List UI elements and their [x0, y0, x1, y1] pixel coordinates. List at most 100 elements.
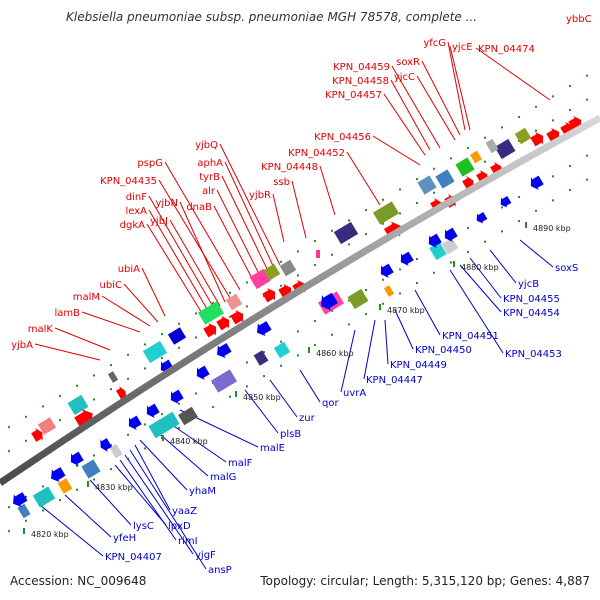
gene-label-yfeH[interactable]: yfeH [113, 533, 136, 544]
gene-label-yjcC[interactable]: yjcC [394, 72, 415, 83]
reverse-gene-arrow[interactable] [377, 261, 395, 280]
reverse-gene-arrow[interactable] [167, 387, 185, 406]
gene-label-KPN_04448[interactable]: KPN_04448 [261, 162, 318, 173]
gene-feature-block[interactable] [514, 127, 532, 145]
gene-label-soxR[interactable]: soxR [396, 57, 420, 68]
forward-gene-arrow[interactable] [30, 426, 46, 444]
gene-label-dnaB[interactable]: dnaB [186, 202, 212, 213]
reverse-gene-arrow[interactable] [317, 290, 340, 314]
gene-label-pspG[interactable]: pspG [137, 158, 163, 169]
gene-feature-block[interactable] [225, 293, 243, 311]
gene-feature-block[interactable] [81, 459, 101, 479]
gene-feature-block[interactable] [210, 369, 238, 393]
reverse-gene-arrow[interactable] [97, 436, 113, 454]
gene-label-KPN_04435[interactable]: KPN_04435 [100, 176, 157, 187]
gene-feature-block[interactable] [372, 201, 400, 225]
gene-label-malE[interactable]: malE [260, 443, 285, 454]
gene-feature-block[interactable] [107, 371, 119, 383]
gene-feature-block[interactable] [37, 417, 57, 435]
gene-label-KPN_04454[interactable]: KPN_04454 [503, 308, 560, 319]
gene-feature-block[interactable] [57, 478, 73, 494]
gene-label-KPN_04474[interactable]: KPN_04474 [478, 44, 535, 55]
gene-label-KPN_04459[interactable]: KPN_04459 [333, 62, 390, 73]
gene-feature-block[interactable] [316, 250, 320, 258]
gene-feature-block[interactable] [167, 327, 187, 345]
reverse-gene-arrow[interactable] [474, 210, 489, 225]
reverse-gene-arrow[interactable] [527, 173, 545, 192]
gene-feature-block[interactable] [494, 138, 516, 160]
forward-gene-arrow[interactable] [115, 385, 130, 402]
gene-feature-block[interactable] [67, 394, 89, 416]
gene-label-dgkA[interactable]: dgkA [120, 220, 145, 231]
gene-label-malF[interactable]: malF [228, 458, 253, 469]
forward-gene-arrow[interactable] [229, 307, 247, 326]
gene-label-yjcB[interactable]: yjcB [518, 279, 539, 290]
gene-feature-block[interactable] [435, 169, 455, 189]
gene-label-qor[interactable]: qor [322, 398, 339, 409]
gene-label-lamB[interactable]: lamB [54, 308, 80, 319]
gene-feature-block[interactable] [485, 138, 499, 154]
gene-feature-block[interactable] [197, 301, 225, 325]
gene-feature-block[interactable] [279, 259, 297, 277]
gene-label-alr[interactable]: alr [202, 186, 216, 197]
reverse-gene-arrow[interactable] [498, 194, 513, 209]
gene-label-KPN_04455[interactable]: KPN_04455 [503, 294, 560, 305]
gene-feature-block[interactable] [263, 263, 281, 281]
gene-label-yfcG[interactable]: yfcG [423, 38, 446, 49]
reverse-gene-arrow[interactable] [47, 465, 67, 485]
gene-label-KPN_04451[interactable]: KPN_04451 [442, 331, 499, 342]
gene-feature-block[interactable] [441, 237, 459, 255]
gene-label-yjbJ[interactable]: yjbJ [150, 216, 168, 227]
gene-label-rimI[interactable]: rimI [178, 536, 198, 547]
gene-label-KPN_04457[interactable]: KPN_04457 [325, 90, 382, 101]
gene-label-dinF[interactable]: dinF [126, 192, 147, 203]
gene-feature-block[interactable] [32, 486, 56, 508]
gene-feature-block[interactable] [253, 350, 269, 366]
gene-label-KPN_04456[interactable]: KPN_04456 [314, 132, 371, 143]
gene-label-plsB[interactable]: plsB [280, 429, 301, 440]
gene-label-KPN_04452[interactable]: KPN_04452 [288, 148, 345, 159]
gene-label-KPN_04407[interactable]: KPN_04407 [105, 552, 162, 563]
reverse-gene-arrow[interactable] [397, 249, 415, 268]
gene-feature-block[interactable] [178, 406, 198, 426]
gene-label-ybbC[interactable]: ybbC [566, 14, 592, 25]
reverse-gene-arrow[interactable] [9, 490, 29, 510]
gene-feature-block[interactable] [273, 341, 291, 359]
reverse-gene-arrow[interactable] [125, 413, 143, 432]
gene-label-lysC[interactable]: lysC [133, 521, 154, 532]
gene-label-yaaZ[interactable]: yaaZ [172, 506, 197, 517]
gene-label-ubiA[interactable]: ubiA [118, 264, 140, 275]
gene-label-yjbA[interactable]: yjbA [11, 340, 33, 351]
gene-feature-block[interactable] [383, 285, 395, 297]
gene-label-KPN_04458[interactable]: KPN_04458 [332, 76, 389, 87]
gene-label-lpxD[interactable]: lpxD [168, 521, 191, 532]
gene-feature-block[interactable] [347, 288, 369, 310]
gene-feature-block[interactable] [142, 340, 168, 364]
gene-label-KPN_04450[interactable]: KPN_04450 [415, 345, 472, 356]
gene-label-ssb[interactable]: ssb [273, 177, 290, 188]
gene-label-yjbN[interactable]: yjbN [155, 198, 178, 209]
gene-label-malM[interactable]: malM [73, 292, 100, 303]
gene-feature-block[interactable] [455, 157, 475, 177]
gene-feature-block[interactable] [109, 443, 123, 459]
gene-label-soxS[interactable]: soxS [555, 263, 578, 274]
gene-label-yjbR[interactable]: yjbR [249, 190, 271, 201]
gene-label-uvrA[interactable]: uvrA [343, 388, 366, 399]
gene-feature-block[interactable] [417, 175, 437, 195]
reverse-gene-arrow[interactable] [143, 401, 161, 420]
reverse-gene-arrow[interactable] [67, 449, 85, 468]
gene-feature-block[interactable] [148, 411, 180, 439]
gene-label-yjgF[interactable]: yjgF [195, 550, 216, 561]
gene-label-KPN_04449[interactable]: KPN_04449 [390, 360, 447, 371]
gene-label-KPN_04453[interactable]: KPN_04453 [505, 349, 562, 360]
gene-label-malG[interactable]: malG [210, 472, 236, 483]
gene-label-tyrB[interactable]: tyrB [199, 172, 220, 183]
gene-label-ubiC[interactable]: ubiC [100, 280, 122, 291]
gene-feature-block[interactable] [469, 150, 483, 164]
gene-feature-block[interactable] [333, 221, 359, 245]
gene-label-lexA[interactable]: lexA [125, 206, 147, 217]
gene-feature-block[interactable] [17, 503, 31, 519]
gene-feature-block[interactable] [249, 268, 271, 290]
forward-gene-arrow[interactable] [73, 406, 98, 431]
gene-label-malK[interactable]: malK [28, 324, 54, 335]
